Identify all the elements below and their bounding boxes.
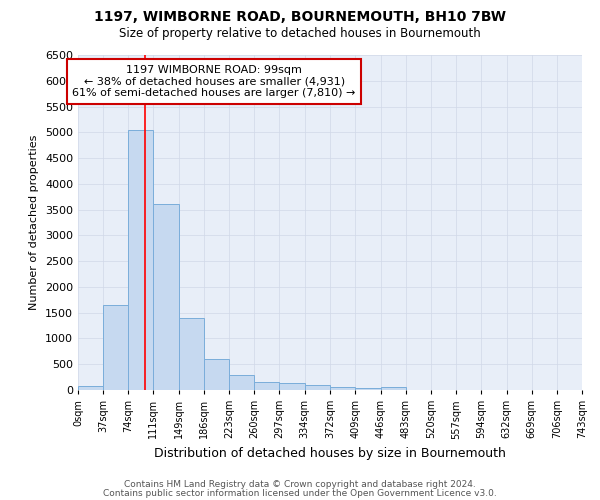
Bar — [179, 318, 204, 390]
Bar — [380, 386, 406, 390]
Bar — [355, 388, 380, 390]
Bar — [128, 130, 153, 390]
Text: 1197 WIMBORNE ROAD: 99sqm
← 38% of detached houses are smaller (4,931)
61% of se: 1197 WIMBORNE ROAD: 99sqm ← 38% of detac… — [73, 65, 356, 98]
Bar — [305, 385, 331, 390]
Bar — [229, 374, 254, 390]
Y-axis label: Number of detached properties: Number of detached properties — [29, 135, 40, 310]
Bar — [254, 382, 280, 390]
Bar — [331, 388, 355, 390]
Bar — [204, 358, 229, 390]
Text: Contains HM Land Registry data © Crown copyright and database right 2024.: Contains HM Land Registry data © Crown c… — [124, 480, 476, 489]
Bar — [153, 204, 179, 390]
Bar — [103, 305, 128, 390]
Bar — [280, 384, 305, 390]
Text: Size of property relative to detached houses in Bournemouth: Size of property relative to detached ho… — [119, 28, 481, 40]
X-axis label: Distribution of detached houses by size in Bournemouth: Distribution of detached houses by size … — [154, 447, 506, 460]
Text: 1197, WIMBORNE ROAD, BOURNEMOUTH, BH10 7BW: 1197, WIMBORNE ROAD, BOURNEMOUTH, BH10 7… — [94, 10, 506, 24]
Bar — [78, 386, 103, 390]
Text: Contains public sector information licensed under the Open Government Licence v3: Contains public sector information licen… — [103, 488, 497, 498]
